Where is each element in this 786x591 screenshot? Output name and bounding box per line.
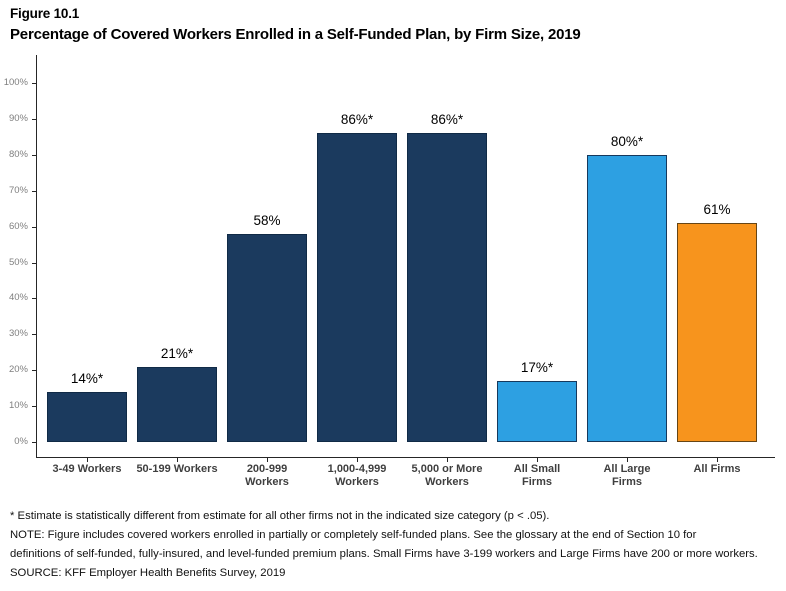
x-axis-tick: [177, 458, 178, 462]
bar-chart-plot-area: 0% 10% 20% 30% 40% 50% 60% 70% 80% 90% 100% 14%* 3-4…: [3, 55, 775, 489]
bar-1-000-4-999-workers: [317, 133, 397, 442]
footnote-line: SOURCE: KFF Employer Health Benefits Sur…: [10, 567, 286, 579]
x-axis-label: 1,000-4,999 Workers: [302, 463, 412, 489]
bar-value-label: 80%*: [610, 134, 644, 149]
x-axis-label-line: Workers: [245, 476, 289, 488]
y-axis-tick-label: 50%: [8, 256, 28, 268]
figure-title: Percentage of Covered Workers Enrolled i…: [10, 26, 581, 43]
x-axis-label-line: 5,000 or More: [411, 463, 483, 475]
footnote-line: NOTE: Figure includes covered workers en…: [10, 529, 697, 541]
y-axis-tick: [32, 334, 36, 336]
x-axis-label-line: 3-49 Workers: [52, 463, 122, 475]
bar-value-label: 61%: [703, 202, 731, 217]
y-axis-tick-label: 80%: [8, 148, 28, 160]
y-axis-tick-label: 90%: [8, 112, 28, 124]
y-axis-tick-label: 60%: [8, 220, 28, 232]
y-axis-tick: [32, 226, 36, 228]
footnote-line: definitions of self-funded, fully-insure…: [10, 548, 758, 560]
y-axis-tick: [32, 442, 36, 443]
y-axis-tick-label: 0%: [14, 436, 28, 447]
bar-value-label: 86%*: [430, 112, 464, 127]
x-axis-label-line: Workers: [335, 476, 379, 488]
y-axis-tick-label: 10%: [8, 400, 28, 412]
y-axis-tick: [32, 370, 36, 372]
y-axis-tick: [32, 118, 36, 120]
x-axis-label: 50-199 Workers: [122, 463, 232, 476]
x-axis-tick: [537, 458, 538, 462]
y-axis-tick: [32, 298, 36, 300]
x-axis-line: [36, 457, 775, 458]
y-axis-tick: [32, 406, 36, 408]
bar-all-firms: [677, 223, 757, 442]
footnotes: * Estimate is statistically different fr…: [10, 507, 782, 583]
y-axis-tick: [32, 262, 36, 264]
bar-50-199-workers: [137, 367, 217, 442]
footnote-line: * Estimate is statistically different fr…: [10, 510, 550, 522]
x-axis-tick: [627, 458, 628, 462]
x-axis-tick: [267, 458, 268, 462]
x-axis-label: 200-999 Workers: [212, 463, 322, 489]
x-axis-label: All Firms: [662, 463, 772, 476]
bar-3-49-workers: [47, 392, 127, 442]
y-axis-tick: [32, 190, 36, 192]
bar-value-label: 14%*: [70, 371, 104, 386]
bar-value-label: 17%*: [520, 360, 554, 375]
x-axis-label-line: All Small: [513, 463, 561, 475]
y-axis-line: [36, 55, 37, 457]
bar-5-000-or-more-workers: [407, 133, 487, 442]
bar-all-small-firms: [497, 381, 577, 442]
x-axis-label: All Large Firms: [572, 463, 682, 489]
y-axis-tick-label: 20%: [8, 364, 28, 376]
x-axis-tick: [717, 458, 718, 462]
x-axis-label: All Small Firms: [482, 463, 592, 489]
x-axis-label-line: Firms: [522, 476, 552, 488]
x-axis-label-line: All Large: [603, 463, 651, 475]
figure-number: Figure 10.1: [10, 6, 80, 21]
x-axis-label: 5,000 or More Workers: [392, 463, 502, 489]
y-axis-tick: [32, 83, 36, 84]
bar-200-999-workers: [227, 234, 307, 442]
x-axis-label-line: 200-999: [246, 463, 288, 475]
x-axis-tick: [357, 458, 358, 462]
x-axis-label-line: Workers: [425, 476, 469, 488]
x-axis-label-line: All Firms: [693, 463, 741, 475]
x-axis-label-line: 50-199 Workers: [136, 463, 218, 475]
bar-value-label: 86%*: [340, 112, 374, 127]
bar-value-label: 58%: [253, 213, 281, 228]
y-axis-tick-label: 70%: [8, 184, 28, 196]
y-axis-tick: [32, 154, 36, 156]
x-axis-tick: [447, 458, 448, 462]
y-axis-tick-label: 40%: [8, 292, 28, 304]
x-axis-tick: [87, 458, 88, 462]
y-axis-tick-label: 100%: [3, 77, 28, 88]
bar-all-large-firms: [587, 155, 667, 442]
x-axis-label-line: Firms: [612, 476, 642, 488]
y-axis-tick-label: 30%: [8, 328, 28, 340]
bar-value-label: 21%*: [160, 346, 194, 361]
x-axis-label: 3-49 Workers: [32, 463, 142, 476]
x-axis-label-line: 1,000-4,999: [327, 463, 387, 475]
